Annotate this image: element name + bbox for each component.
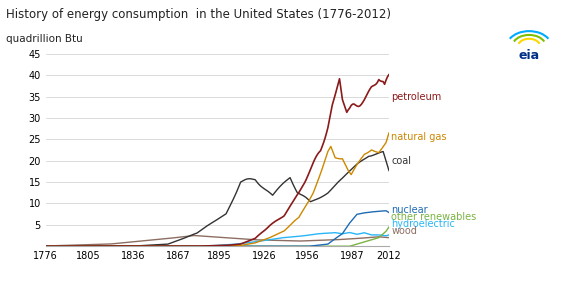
- Text: nuclear: nuclear: [391, 205, 428, 215]
- Text: quadrillion Btu: quadrillion Btu: [6, 34, 82, 44]
- Text: coal: coal: [391, 156, 411, 166]
- Text: History of energy consumption  in the United States (1776-2012): History of energy consumption in the Uni…: [6, 8, 391, 22]
- Text: eia: eia: [519, 49, 539, 62]
- Text: petroleum: petroleum: [391, 91, 442, 102]
- Text: natural gas: natural gas: [391, 132, 447, 142]
- Text: wood: wood: [391, 226, 417, 236]
- Text: hydroelectric: hydroelectric: [391, 219, 455, 229]
- Text: other renewables: other renewables: [391, 212, 476, 222]
